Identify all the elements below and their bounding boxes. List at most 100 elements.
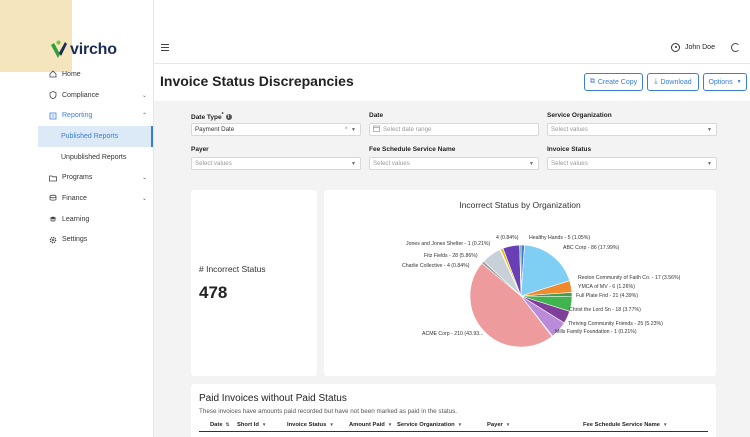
pie-label-charlie: Charlie Collective - 4 (0.84%) <box>402 263 470 269</box>
sidebar-item-published-reports[interactable]: Published Reports <box>38 126 153 147</box>
pie-label-ymca: YMCA of MV - 6 (1.26%) <box>578 284 635 290</box>
button-label: Options <box>708 78 733 86</box>
caret-down-icon: ▼ <box>261 422 267 427</box>
sidebar-item-label: Reporting <box>62 112 93 120</box>
chevron-down-icon: ▼ <box>351 161 356 167</box>
chevron-up-icon: ⌃ <box>141 113 147 120</box>
stat-value: 478 <box>199 283 228 302</box>
table-title: Paid Invoices without Paid Status <box>199 393 347 404</box>
column-header-short-id[interactable]: Short Id ▼ <box>237 422 267 428</box>
sidebar-item-programs[interactable]: Programs ⌄ <box>38 167 153 188</box>
gear-icon <box>49 236 57 244</box>
pie-label-fitz: Fitz Fields - 28 (5.86%) <box>424 253 478 259</box>
report-icon <box>49 112 57 120</box>
invoice-status-label: Invoice Status <box>547 146 592 153</box>
pie-label-thriving: Thriving Community Friends - 25 (5.23%) <box>568 321 663 327</box>
date-label: Date <box>369 112 384 119</box>
info-icon[interactable]: i <box>225 114 232 121</box>
service-org-placeholder: Select values <box>551 126 588 133</box>
caret-down-icon: ▼ <box>505 422 511 427</box>
calendar-icon <box>373 125 380 134</box>
sidebar-item-compliance[interactable]: Compliance ⌄ <box>38 85 153 106</box>
date-range-input[interactable]: Select date range <box>369 123 539 136</box>
sidebar-item-label: Settings <box>62 236 88 244</box>
shield-icon <box>49 91 57 100</box>
invoice-status-select[interactable]: Select values ▼ <box>547 157 717 170</box>
vircho-logo-icon <box>50 40 67 60</box>
sidebar-item-label: Learning <box>62 215 90 223</box>
sidebar-item-label: Programs <box>62 174 93 182</box>
table-header-divider <box>199 431 708 432</box>
caret-down-icon: ▼ <box>329 422 334 427</box>
chevron-down-icon: ▼ <box>529 161 534 167</box>
invoice-status-placeholder: Select values <box>551 160 588 167</box>
pie-label-mills: Mills Family Foundation - 1 (0.21%) <box>555 329 637 335</box>
caret-down-icon: ▼ <box>663 422 668 427</box>
incorrect-status-card: # Incorrect Status 478 <box>191 190 317 376</box>
date-type-value: Payment Date <box>195 126 235 133</box>
sidebar-item-label: Unpublished Reports <box>61 153 127 161</box>
column-header-invoice-status[interactable]: Invoice Status ▼ <box>287 422 334 428</box>
app-logo[interactable]: vircho <box>50 40 117 60</box>
download-button[interactable]: ⤓ Download <box>647 73 699 91</box>
sidebar-item-finance[interactable]: Finance ⌄ <box>38 188 153 209</box>
fee-schedule-select[interactable]: Select values ▼ <box>369 157 539 170</box>
sidebar-item-unpublished-reports[interactable]: Unpublished Reports <box>38 147 153 168</box>
sidebar-item-label: Finance <box>62 194 87 202</box>
pie-label-jones: Jones and Jones Shelter - 1 (0.21%) <box>406 241 491 247</box>
sidebar-item-label: Published Reports <box>61 132 119 140</box>
sidebar-item-reporting[interactable]: Reporting ⌃ <box>38 105 153 126</box>
folder-icon <box>49 174 57 182</box>
copy-icon: ⧉ <box>589 78 595 85</box>
sidebar-nav: Home Compliance ⌄ Reporting ⌃ Published … <box>38 64 153 250</box>
top-bar: John Doe <box>154 35 750 64</box>
sidebar-item-label: Compliance <box>62 91 99 99</box>
chevron-down-icon: ▼ <box>707 127 712 133</box>
date-type-select[interactable]: Payment Date × ▼ <box>191 123 361 136</box>
caret-down-icon: ▼ <box>457 422 463 427</box>
pie-chart-card: Incorrect Status by Organization Healthy… <box>324 190 716 376</box>
graduation-cap-icon <box>49 215 57 223</box>
pie-slice-14[interactable] <box>519 244 522 297</box>
chevron-down-icon: ⌄ <box>141 195 147 202</box>
table-subtitle: These invoices have amounts paid recorde… <box>199 408 457 415</box>
sidebar-item-home[interactable]: Home <box>38 64 153 85</box>
date-placeholder: Select date range <box>383 126 432 133</box>
column-header-fee-schedule[interactable]: Fee Schedule Service Name ▼ <box>583 422 668 428</box>
sort-icon[interactable]: ⇅ <box>225 422 230 427</box>
user-name: John Doe <box>685 44 715 51</box>
column-header-service-organization[interactable]: Service Organization ▼ <box>397 422 463 428</box>
download-icon: ⤓ <box>654 78 658 85</box>
chevron-down-icon: ▼ <box>351 127 356 133</box>
chart-title: Incorrect Status by Organization <box>459 200 581 210</box>
column-header-date[interactable]: Date ⇅ <box>210 422 230 428</box>
logout-icon[interactable] <box>731 43 740 52</box>
options-button[interactable]: Options ▼ <box>703 73 747 91</box>
sidebar-item-learning[interactable]: Learning <box>38 209 153 230</box>
pie-slice-1[interactable] <box>520 244 571 297</box>
decorative-corner <box>0 0 72 72</box>
stat-label: # Incorrect Status <box>199 264 266 274</box>
payer-label: Payer <box>191 146 209 153</box>
column-header-amount-paid[interactable]: Amount Paid ▼ <box>349 422 393 428</box>
fee-schedule-placeholder: Select values <box>373 160 410 167</box>
create-copy-button[interactable]: ⧉ Create Copy <box>584 73 643 91</box>
sidebar-divider <box>153 0 154 437</box>
menu-toggle-icon[interactable] <box>161 44 169 51</box>
chevron-down-icon: ▼ <box>707 161 712 167</box>
pie-label-full-plate: Full Plate Fnd - 21 (4.39%) <box>576 293 638 299</box>
pie-slice-8[interactable] <box>469 262 553 348</box>
caret-down-icon: ▼ <box>736 79 742 85</box>
clear-icon[interactable]: × <box>344 126 348 132</box>
paid-invoices-table-card: Paid Invoices without Paid Status These … <box>191 384 716 437</box>
button-label: Download <box>660 78 692 86</box>
service-org-label: Service Organization <box>547 112 612 119</box>
column-header-payer[interactable]: Payer ▼ <box>487 422 511 428</box>
sidebar-item-settings[interactable]: Settings <box>38 230 153 251</box>
service-org-select[interactable]: Select values ▼ <box>547 123 717 136</box>
user-icon <box>671 43 680 52</box>
payer-placeholder: Select values <box>195 160 232 167</box>
fee-schedule-label: Fee Schedule Service Name <box>369 146 456 153</box>
user-menu[interactable]: John Doe <box>671 43 715 52</box>
payer-select[interactable]: Select values ▼ <box>191 157 361 170</box>
